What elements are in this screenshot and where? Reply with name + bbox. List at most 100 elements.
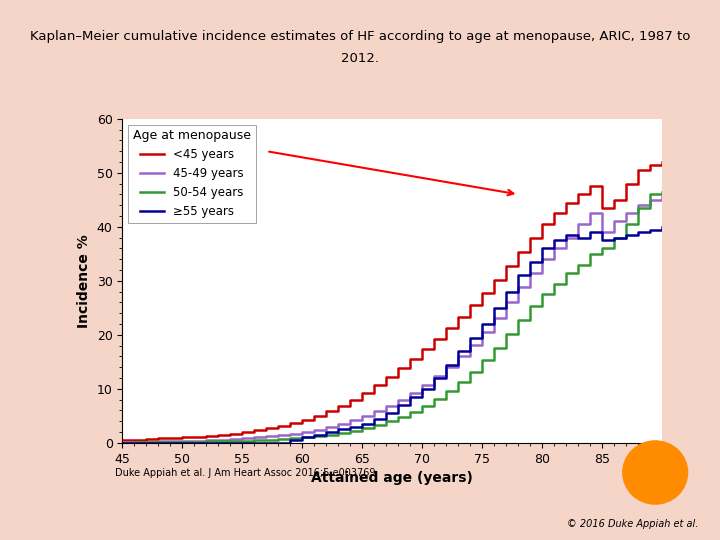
≥55 years [118,440,127,446]
≥55 years [490,305,499,311]
≥55 years [202,440,211,446]
45-49 years [250,434,258,441]
45-49 years [550,245,559,252]
<45 years [610,197,618,203]
50-54 years [118,440,127,446]
<45 years [214,431,222,438]
Legend: <45 years, 45-49 years, 50-54 years, ≥55 years: <45 years, 45-49 years, 50-54 years, ≥55… [128,125,256,223]
50-54 years [166,438,175,445]
≥55 years [190,440,199,446]
≥55 years [346,423,355,430]
≥55 years [442,361,451,368]
≥55 years [562,232,571,238]
<45 years [442,325,451,332]
<45 years [202,433,211,439]
≥55 years [262,440,271,446]
<45 years [514,249,523,255]
≥55 years [550,237,559,244]
<45 years [238,429,247,435]
50-54 years [610,234,618,241]
45-49 years [538,256,546,262]
50-54 years [274,436,283,442]
45-49 years [178,437,186,444]
≥55 years [610,234,618,241]
<45 years [310,413,319,419]
50-54 years [262,436,271,443]
Line: ≥55 years: ≥55 years [122,227,662,443]
45-49 years [490,314,499,321]
<45 years [646,161,654,168]
≥55 years [334,426,343,433]
<45 years [226,430,235,437]
<45 years [418,346,427,353]
≥55 years [310,431,319,438]
≥55 years [478,321,487,327]
<45 years [466,302,474,308]
45-49 years [634,202,643,208]
≥55 years [418,386,427,392]
≥55 years [226,440,235,446]
<45 years [430,336,438,342]
45-49 years [346,417,355,423]
45-49 years [322,424,330,430]
<45 years [334,402,343,409]
45-49 years [358,413,366,419]
50-54 years [514,316,523,323]
50-54 years [598,245,607,252]
Y-axis label: Incidence %: Incidence % [77,234,91,328]
50-54 years [322,431,330,438]
≥55 years [286,437,294,443]
<45 years [550,210,559,217]
45-49 years [430,373,438,380]
50-54 years [238,437,247,444]
<45 years [298,417,307,423]
<45 years [322,408,330,414]
<45 years [574,191,582,198]
50-54 years [646,191,654,198]
≥55 years [394,402,402,408]
≥55 years [130,440,139,446]
45-49 years [526,269,535,276]
50-54 years [574,261,582,268]
<45 years [154,435,163,442]
45-49 years [502,299,510,306]
<45 years [370,382,379,388]
Line: 45-49 years: 45-49 years [122,197,662,442]
45-49 years [622,210,631,217]
50-54 years [562,269,571,276]
45-49 years [586,210,595,217]
45-49 years [118,439,127,446]
Line: 50-54 years: 50-54 years [122,192,662,443]
45-49 years [334,421,343,427]
<45 years [562,199,571,206]
50-54 years [178,438,186,445]
≥55 years [358,421,366,427]
50-54 years [226,437,235,444]
Text: © 2016 Duke Appiah et al.: © 2016 Duke Appiah et al. [567,519,698,529]
<45 years [586,183,595,190]
50-54 years [550,280,559,287]
≥55 years [622,232,631,238]
50-54 years [142,439,150,446]
45-49 years [394,396,402,403]
Text: 2012.: 2012. [341,52,379,65]
50-54 years [658,188,667,195]
50-54 years [538,291,546,298]
≥55 years [586,229,595,235]
≥55 years [466,334,474,341]
<45 years [658,159,667,165]
45-49 years [442,364,451,370]
<45 years [622,180,631,187]
45-49 years [214,436,222,443]
45-49 years [226,436,235,442]
Text: Kaplan–Meier cumulative incidence estimates of HF according to age at menopause,: Kaplan–Meier cumulative incidence estima… [30,30,690,43]
45-49 years [646,197,654,203]
50-54 years [310,433,319,440]
50-54 years [382,418,391,424]
<45 years [178,434,186,441]
≥55 years [250,440,258,446]
≥55 years [274,440,283,446]
45-49 years [598,229,607,235]
45-49 years [166,438,175,444]
50-54 years [358,425,366,431]
